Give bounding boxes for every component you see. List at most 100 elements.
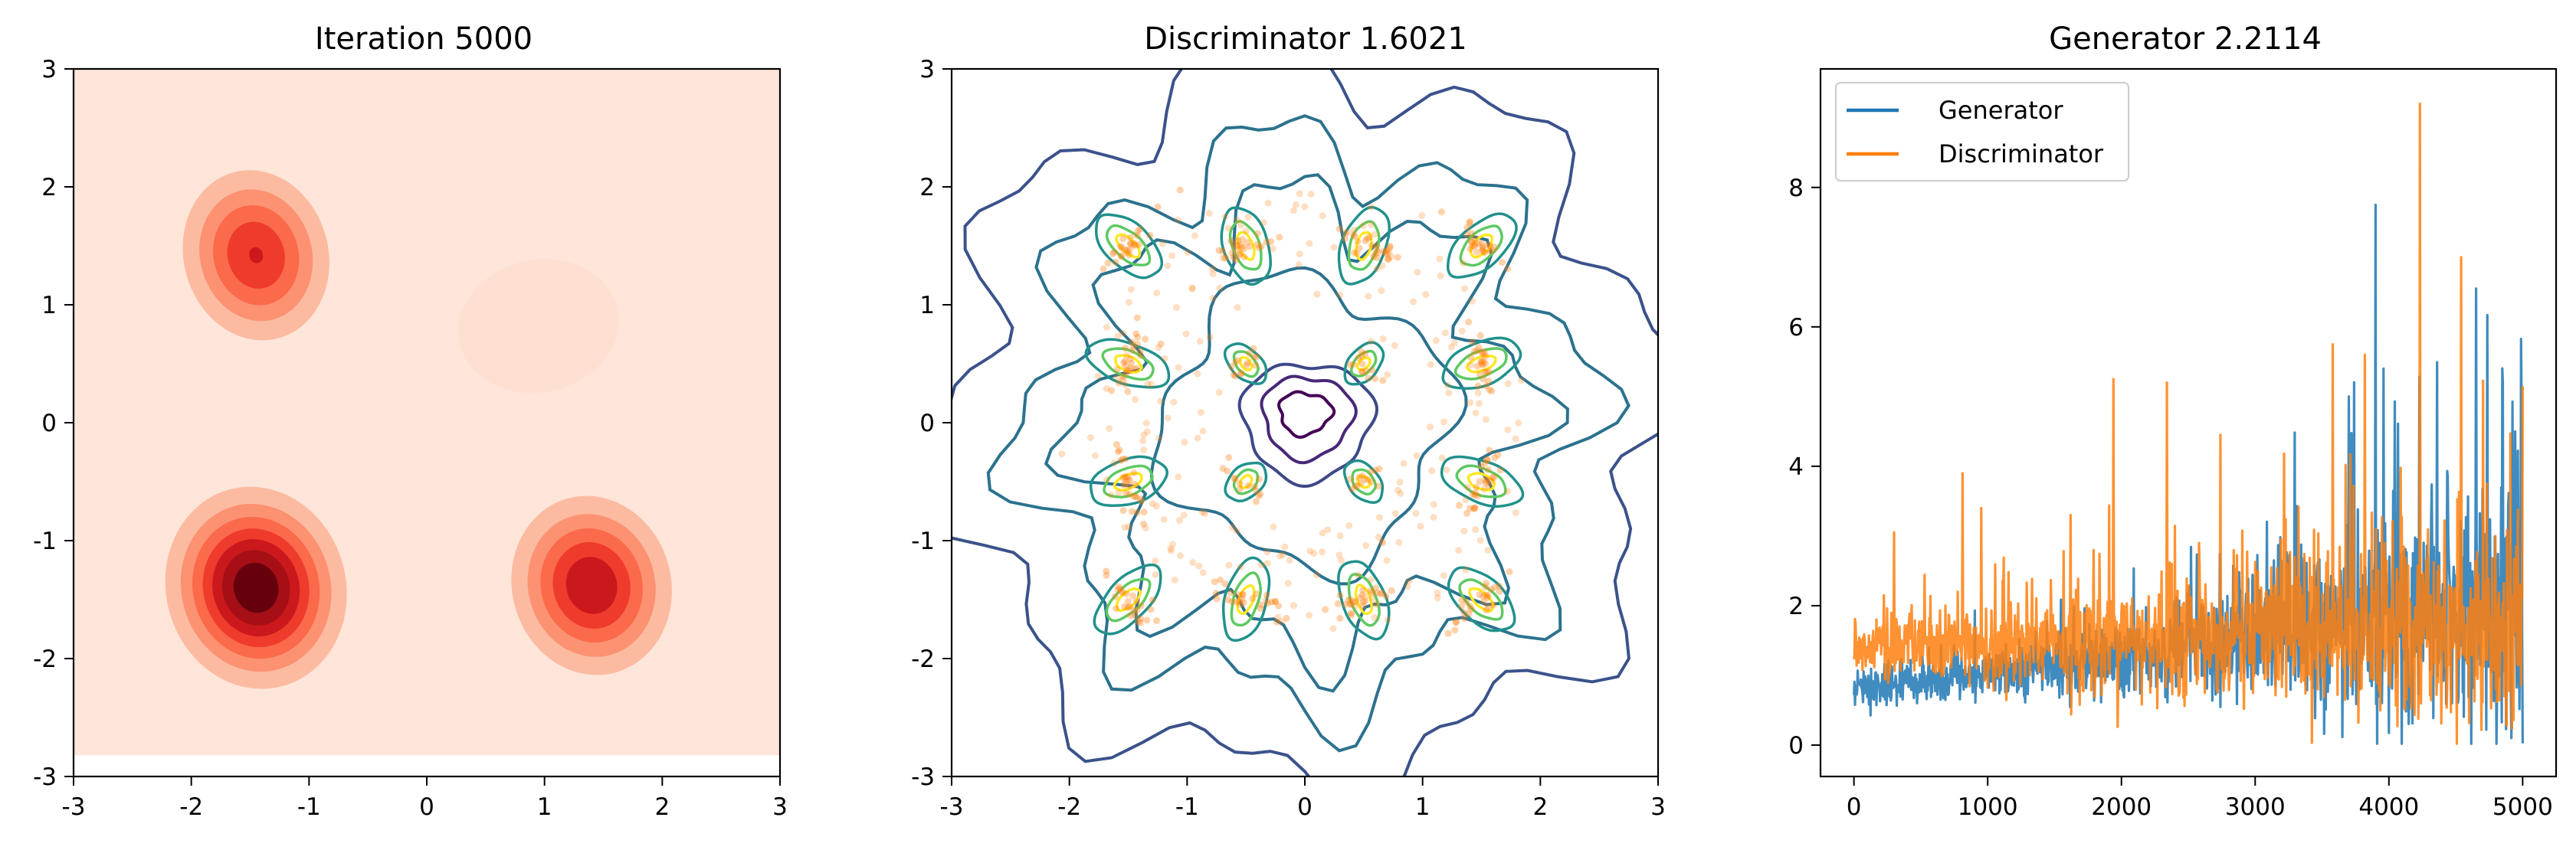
discriminator-sample-point: [1108, 387, 1116, 394]
discriminator-sample-point: [1292, 201, 1299, 208]
loss-plot-area: [1853, 102, 2524, 745]
discriminator-sample-point: [1117, 456, 1125, 464]
density-xtick-label: 3: [772, 793, 788, 821]
discriminator-mode-contour: [1232, 350, 1260, 378]
discriminator-sample-point: [1129, 347, 1136, 355]
discriminator-sample-point: [1263, 548, 1271, 556]
discriminator-sample-point: [1142, 525, 1149, 532]
discriminator-sample-point: [1153, 617, 1161, 625]
discriminator-sample-point: [1358, 591, 1366, 599]
discriminator-sample-point: [1378, 589, 1386, 597]
discriminator-mode-contour: [1236, 584, 1256, 616]
discriminator-sample-point: [1126, 612, 1134, 620]
discriminator-sample-point: [1123, 246, 1131, 253]
discriminator-sample-point: [1121, 474, 1129, 482]
discriminator-sample-point: [1191, 232, 1198, 240]
discriminator-sample-point: [1362, 237, 1369, 244]
discriminator-sample-point: [1123, 248, 1131, 256]
discriminator-sample-point: [1367, 338, 1375, 345]
discriminator-sample-point: [1290, 207, 1297, 214]
discriminator-sample-point: [1358, 368, 1366, 375]
discriminator-sample-point: [1227, 589, 1234, 597]
discriminator-sample-point: [1472, 409, 1480, 417]
discriminator-sample-point: [1217, 576, 1224, 584]
density-xtick-label: -2: [179, 793, 203, 821]
discriminator-sample-point: [1124, 597, 1132, 605]
discriminator-sample-point: [1330, 244, 1338, 251]
discriminator-sample-point: [1136, 619, 1144, 626]
discriminator-sample-point: [1237, 600, 1244, 608]
discriminator-mode-contour: [1223, 342, 1268, 385]
discriminator-sample-point: [1244, 482, 1252, 489]
discriminator-sample-point: [1372, 466, 1379, 474]
discriminator-sample-point: [1455, 502, 1463, 509]
discriminator-sample-point: [1489, 473, 1496, 481]
discriminator-sample-point: [1122, 381, 1129, 389]
discriminator-sample-point: [1458, 327, 1466, 335]
discriminator-sample-point: [1467, 605, 1475, 613]
discriminator-sample-point: [1175, 473, 1182, 481]
density-background: [74, 69, 780, 756]
discriminator-sample-point: [1219, 247, 1227, 255]
density-contour-fill: [249, 247, 264, 263]
discriminator-mode-contour: [1354, 584, 1374, 616]
discriminator-sample-point: [1414, 268, 1421, 276]
discriminator-mode-contour: [1440, 455, 1525, 508]
discriminator-sample-point: [1378, 287, 1385, 295]
discriminator-sample-point: [1434, 589, 1441, 597]
discriminator-sample-point: [1220, 254, 1227, 262]
discriminator-sample-point: [1358, 348, 1365, 355]
discriminator-sample-point: [1227, 363, 1235, 371]
discriminator-sample-point: [1100, 265, 1107, 273]
discriminator-sample-point: [1279, 551, 1286, 559]
discriminator-sample-point: [1354, 237, 1362, 245]
discriminator-sample-point: [1113, 374, 1120, 381]
discriminator-sample-point: [1384, 247, 1391, 254]
discriminator-sample-point: [1103, 571, 1110, 579]
discriminator-sample-point: [1373, 589, 1381, 597]
density-contour-fill: [565, 557, 618, 614]
discriminator-sample-point: [1284, 580, 1292, 587]
discriminator-contour-outer-4: [1149, 266, 1468, 586]
discriminator-sample-point: [1224, 596, 1232, 603]
discriminator-sample-point: [1237, 370, 1245, 378]
discriminator-sample-point: [1199, 427, 1207, 435]
discriminator-sample-point: [1198, 508, 1206, 516]
density-ytick-label: 3: [41, 56, 57, 83]
loss-ytick-label: 4: [1788, 453, 1804, 481]
discriminator-sample-point: [1155, 344, 1162, 351]
discriminator-sample-point: [1133, 340, 1141, 348]
discriminator-sample-point: [1485, 482, 1493, 489]
discriminator-sample-point: [1491, 244, 1499, 251]
discriminator-sample-point: [1132, 493, 1140, 501]
discriminator-sample-point: [1474, 492, 1482, 500]
discriminator-sample-point: [1115, 583, 1122, 590]
density-xtick-label: 0: [419, 793, 434, 821]
discriminator-sample-point: [1368, 367, 1376, 374]
discriminator-sample-point: [1469, 491, 1476, 499]
discriminator-sample-point: [1121, 357, 1129, 365]
discriminator-sample-point: [1455, 547, 1463, 554]
discriminator-sample-point: [1123, 366, 1131, 374]
discriminator-sample-point: [1135, 617, 1142, 625]
discriminator-sample-point: [1235, 251, 1243, 259]
discriminator-sample-point: [1125, 523, 1132, 531]
discriminator-sample-point: [1233, 598, 1240, 606]
discriminator-sample-point: [1233, 246, 1240, 253]
discriminator-sample-point: [1271, 598, 1279, 606]
discriminator-sample-point: [1236, 485, 1244, 493]
discriminator-sample-point: [1118, 588, 1126, 596]
discriminator-sample-point: [1234, 591, 1242, 599]
discriminator-sample-point: [1257, 601, 1265, 609]
discriminator-sample-point: [1255, 476, 1263, 483]
density-plot-area: [74, 69, 780, 756]
discriminator-panel-title: Discriminator 1.6021: [1144, 21, 1467, 57]
discriminator-sample-point: [1481, 368, 1489, 375]
discriminator-sample-point: [1122, 369, 1130, 377]
density-panel-title: Iteration 5000: [315, 21, 533, 57]
discriminator-sample-point: [1504, 265, 1512, 273]
discriminator-sample-point: [1382, 592, 1390, 600]
discriminator-sample-point: [1477, 358, 1485, 365]
discriminator-sample-point: [1086, 433, 1094, 441]
discriminator-sample-point: [1126, 247, 1133, 254]
